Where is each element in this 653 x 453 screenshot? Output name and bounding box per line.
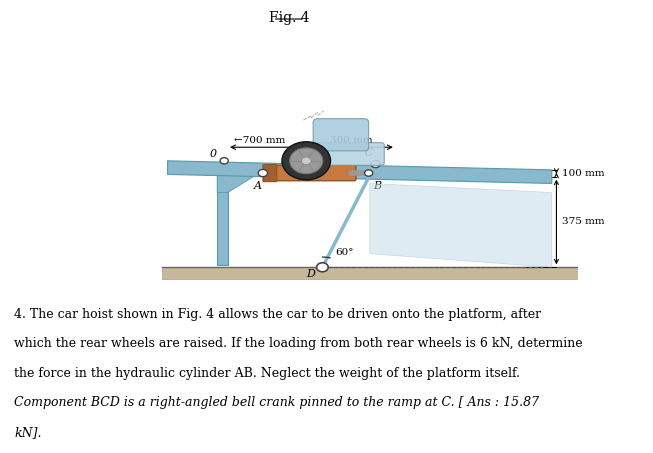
Text: the force in the hydraulic cylinder AB. Neglect the weight of the platform itsel: the force in the hydraulic cylinder AB. …: [14, 367, 520, 380]
Circle shape: [364, 170, 373, 176]
Text: C: C: [364, 148, 373, 158]
Text: 0: 0: [210, 149, 217, 159]
Text: Fig. 4: Fig. 4: [268, 11, 310, 25]
Circle shape: [290, 148, 323, 174]
Circle shape: [371, 160, 380, 168]
Text: 4. The car hoist shown in Fig. 4 allows the car to be driven onto the platform, : 4. The car hoist shown in Fig. 4 allows …: [14, 308, 541, 321]
FancyBboxPatch shape: [313, 119, 369, 151]
Text: 300 mm: 300 mm: [330, 136, 372, 145]
Text: kN].: kN].: [14, 426, 42, 439]
Text: 60°: 60°: [335, 248, 354, 257]
Bar: [162, 267, 578, 279]
Text: which the rear wheels are raised. If the loading from both rear wheels is 6 kN, : which the rear wheels are raised. If the…: [14, 337, 583, 351]
Circle shape: [220, 158, 229, 164]
FancyBboxPatch shape: [270, 165, 356, 181]
Bar: [217, 174, 228, 265]
Text: Component BCD is a right-angled bell crank pinned to the ramp at C. [ Ans : 15.8: Component BCD is a right-angled bell cra…: [14, 396, 539, 410]
Text: 100 mm: 100 mm: [562, 169, 605, 178]
Circle shape: [317, 263, 328, 272]
Polygon shape: [168, 161, 552, 183]
Text: D: D: [307, 269, 315, 279]
Polygon shape: [370, 183, 552, 267]
FancyBboxPatch shape: [263, 164, 277, 182]
Circle shape: [259, 169, 268, 177]
Circle shape: [302, 157, 311, 164]
Text: A: A: [254, 181, 263, 191]
Text: 375 mm: 375 mm: [562, 217, 605, 226]
Circle shape: [282, 142, 330, 180]
FancyBboxPatch shape: [298, 143, 384, 165]
Text: B: B: [374, 181, 381, 191]
Polygon shape: [217, 174, 257, 193]
Text: ←700 mm: ←700 mm: [234, 136, 285, 145]
